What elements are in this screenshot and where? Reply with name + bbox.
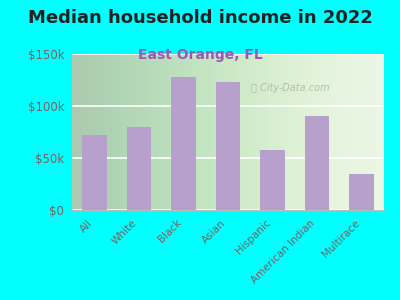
Text: ⓘ City-Data.com: ⓘ City-Data.com — [251, 83, 330, 93]
Bar — [350, 174, 374, 210]
Bar — [126, 127, 151, 210]
Bar — [171, 77, 196, 210]
Text: Median household income in 2022: Median household income in 2022 — [28, 9, 372, 27]
Bar — [82, 135, 106, 210]
Bar — [260, 150, 285, 210]
Bar — [305, 116, 330, 210]
Bar — [216, 82, 240, 210]
Text: East Orange, FL: East Orange, FL — [138, 48, 262, 62]
